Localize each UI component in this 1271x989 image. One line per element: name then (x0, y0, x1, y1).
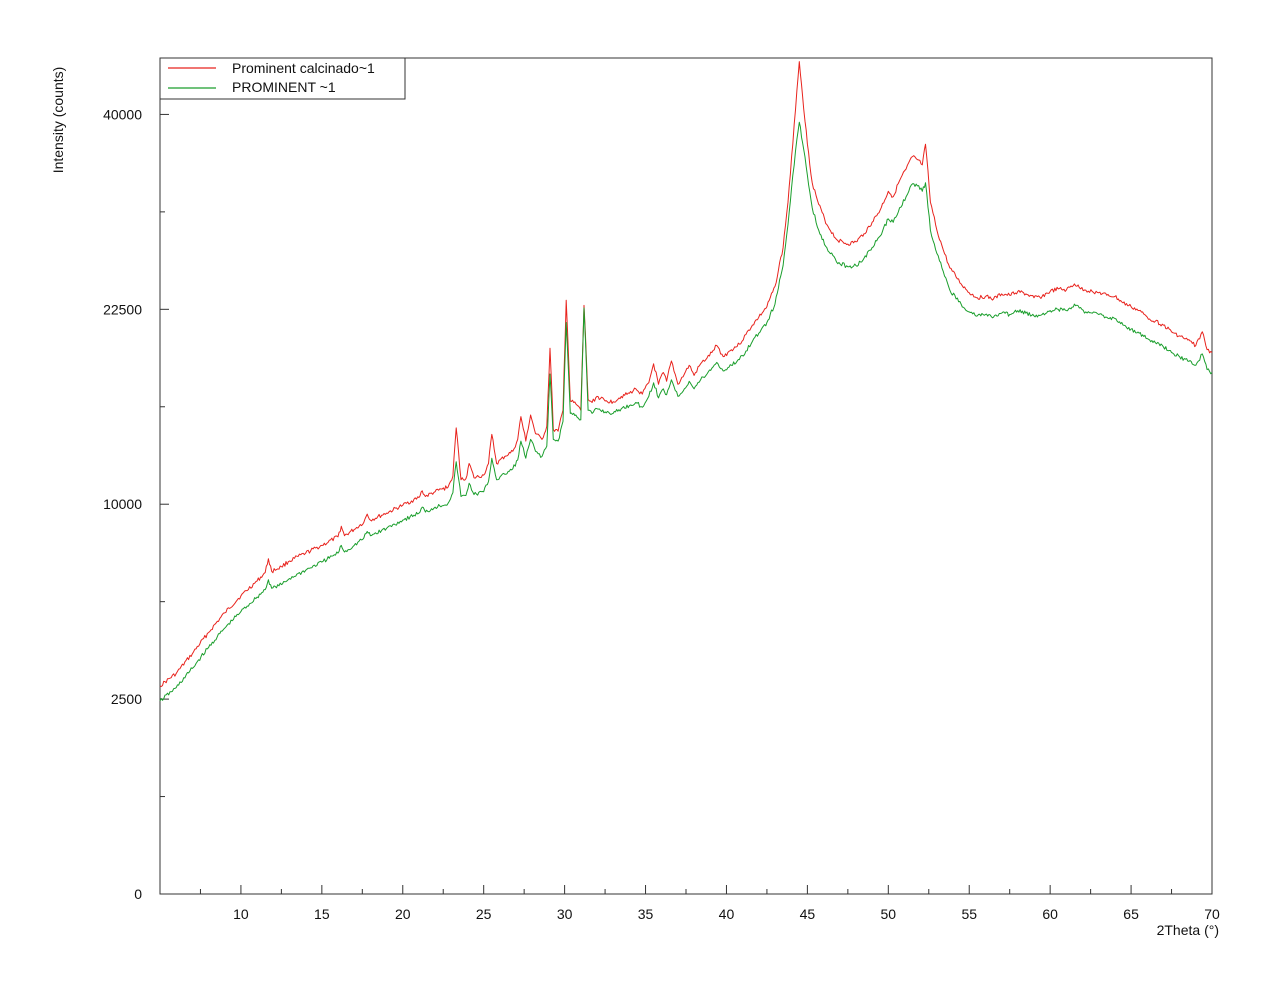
legend: Prominent calcinado~1 PROMINENT ~1 (159, 57, 406, 100)
x-tick-label: 55 (961, 906, 977, 922)
x-tick-label: 10 (233, 906, 249, 922)
y-tick-label: 2500 (111, 691, 142, 707)
series-group (159, 61, 1213, 702)
x-axis: 10 15 20 25 30 35 40 45 50 55 60 65 70 (199, 885, 1220, 922)
legend-box (159, 57, 406, 100)
x-tick-label: 15 (314, 906, 330, 922)
x-axis-title: 2Theta (°) (1157, 922, 1219, 938)
x-tick-label: 50 (881, 906, 897, 922)
x-tick-label: 45 (800, 906, 816, 922)
x-tick-label: 60 (1042, 906, 1058, 922)
x-tick-label: 25 (476, 906, 492, 922)
x-tick-label: 65 (1123, 906, 1139, 922)
series-line-prominent (159, 121, 1213, 702)
x-tick-label: 40 (719, 906, 735, 922)
series-line-prominent-calcinado (159, 61, 1213, 687)
plot-area (159, 57, 1213, 895)
legend-label-prominent-calcinado: Prominent calcinado~1 (232, 60, 375, 76)
x-tick-label: 20 (395, 906, 411, 922)
y-tick-label: 40000 (103, 106, 142, 122)
x-tick-label: 70 (1204, 906, 1220, 922)
x-tick-label: 35 (638, 906, 654, 922)
legend-label-prominent: PROMINENT ~1 (232, 79, 336, 95)
x-tick-label: 30 (557, 906, 573, 922)
y-tick-label: 22500 (103, 301, 142, 317)
y-tick-label: 0 (134, 886, 142, 902)
y-axis: 0 2500 10000 22500 40000 (103, 106, 169, 902)
y-tick-label: 10000 (103, 496, 142, 512)
y-axis-title: Intensity (counts) (50, 67, 66, 174)
